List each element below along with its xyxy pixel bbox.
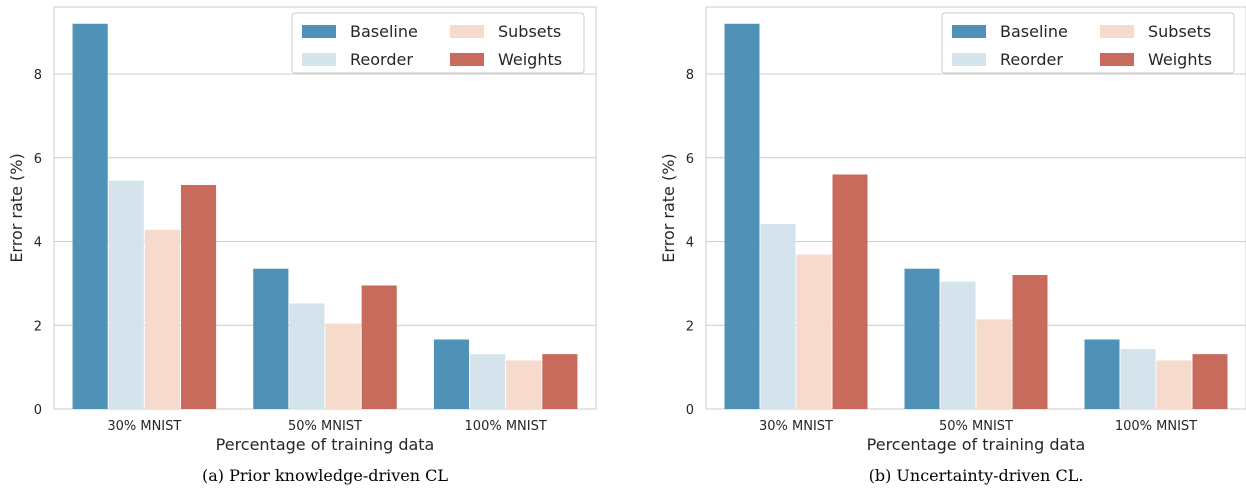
bar-weights-1 [832,174,868,409]
legend-swatch [1100,25,1134,38]
legend-swatch [450,53,484,66]
bar-subsets-2 [325,323,361,409]
x-tick-label: 50% MNIST [939,419,1013,434]
legend-label: Subsets [1148,22,1211,41]
bar-reorder-3 [470,354,506,409]
legend-label: Subsets [498,22,561,41]
bar-subsets-1 [144,229,180,409]
bar-reorder-3 [1120,349,1156,409]
bar-baseline-2 [904,268,940,409]
legend-label: Reorder [1000,50,1063,69]
legend-swatch [302,53,336,66]
bar-reorder-2 [940,281,976,409]
bar-subsets-3 [1156,360,1192,409]
bar-baseline-1 [72,23,108,409]
legend: Baseline Reorder Subsets Weights [941,12,1235,74]
y-tick-label: 8 [34,68,42,83]
bar-reorder-1 [760,223,796,409]
bar-baseline-1 [724,23,760,409]
y-tick-label: 6 [686,152,694,167]
legend-label: Baseline [350,22,418,41]
x-tick-label: 30% MNIST [759,419,833,434]
y-tick-label: 4 [686,236,694,251]
bar-subsets-3 [506,360,542,409]
y-tick-label: 8 [686,68,694,83]
y-tick-label: 0 [34,403,42,418]
y-tick-label: 0 [686,403,694,418]
legend-swatch [450,25,484,38]
y-tick-label: 6 [34,152,42,167]
legend-swatch [952,53,986,66]
chart-panel-1: 0 2 4 6 8 30% MNIST 50% MNIST 100% MNIST Percent… [7,6,597,485]
bar-weights-2 [361,285,397,409]
y-axis-label: Error rate (%) [659,153,678,262]
legend-swatch [302,25,336,38]
legend-swatch [952,25,986,38]
plot-frame [53,6,597,410]
bar-subsets-1 [796,254,832,409]
legend-box [291,12,585,74]
bar-baseline-3 [1084,339,1120,409]
y-tick-label: 2 [34,319,42,334]
y-tick-label: 2 [686,319,694,334]
bar-reorder-2 [289,303,325,409]
bar-weights-3 [1192,354,1228,409]
bar-weights-1 [180,184,217,409]
y-axis-label: Error rate (%) [7,153,26,262]
legend-swatch [1100,53,1134,66]
x-tick-label: 100% MNIST [465,419,547,434]
y-tick-label: 4 [34,236,42,251]
legend-box [941,12,1235,74]
chart-panel-2: 0 2 4 6 8 30% MNIST 50% MNIST 100% MNIST Percent… [659,6,1246,485]
figure-caption: (a) Prior knowledge-driven CL [202,466,448,485]
x-tick-label: 50% MNIST [288,419,362,434]
bar-subsets-2 [976,319,1012,409]
x-axis-label: Percentage of training data [867,435,1086,454]
legend-label: Reorder [350,50,413,69]
figure-caption: (b) Uncertainty-driven CL. [869,466,1084,485]
legend: Baseline Reorder Subsets Weights [291,12,585,74]
x-tick-label: 100% MNIST [1115,419,1197,434]
bar-baseline-2 [253,268,289,409]
bar-reorder-1 [108,180,144,409]
legend-label: Baseline [1000,22,1068,41]
legend-label: Weights [498,50,562,69]
bar-weights-3 [542,354,578,409]
bar-weights-2 [1012,275,1048,409]
legend-label: Weights [1148,50,1212,69]
bar-baseline-3 [433,339,470,409]
x-tick-label: 30% MNIST [107,419,181,434]
plot-frame [705,6,1246,410]
x-axis-label: Percentage of training data [216,435,435,454]
